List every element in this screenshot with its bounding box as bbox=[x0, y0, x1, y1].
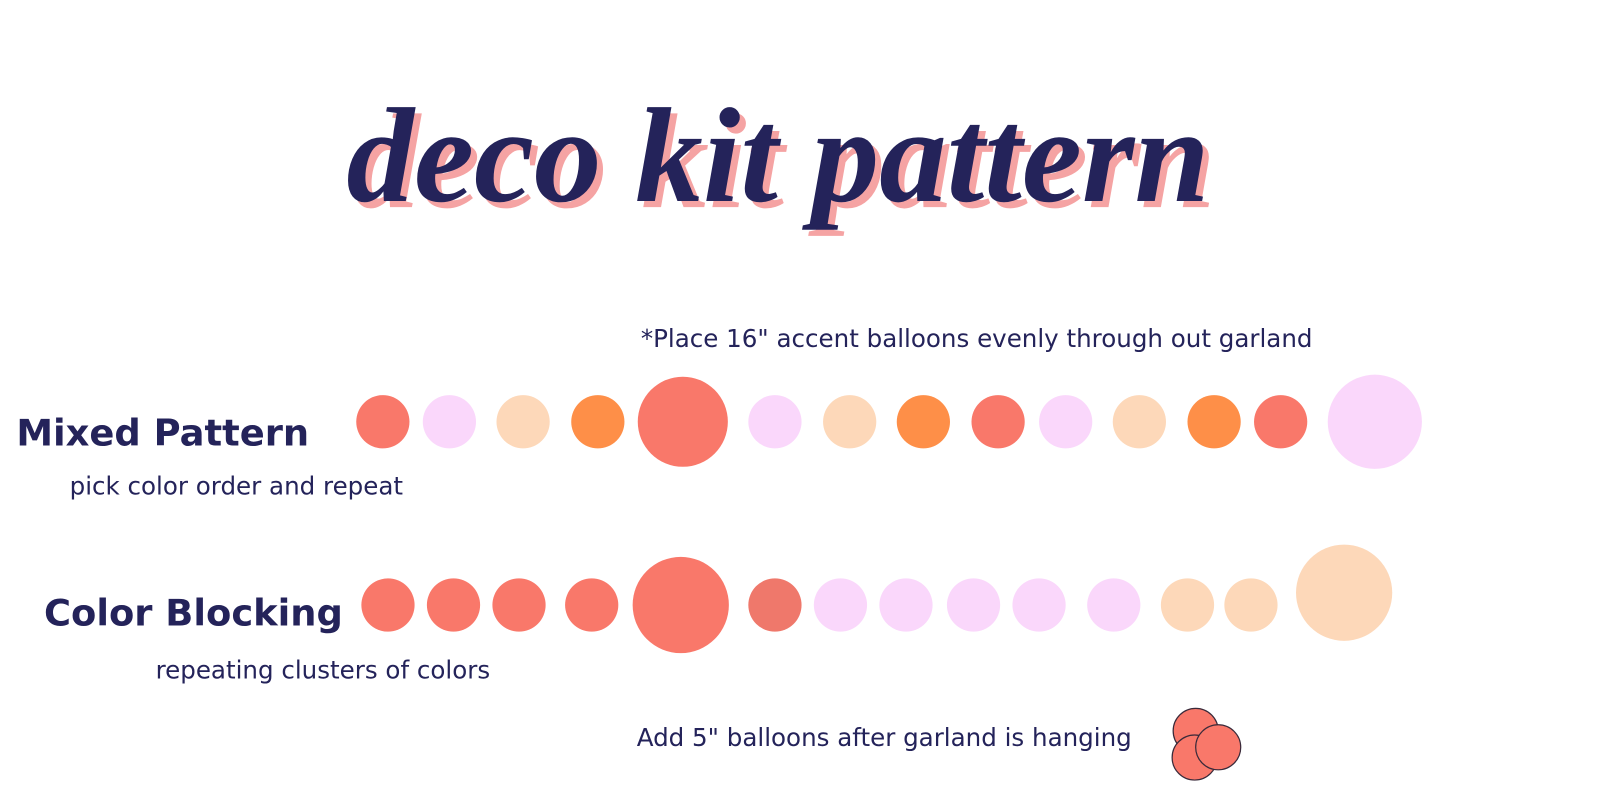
balloon bbox=[1112, 395, 1166, 449]
balloon bbox=[571, 395, 625, 449]
balloon bbox=[896, 395, 950, 449]
balloon-cluster bbox=[1171, 707, 1242, 781]
balloon bbox=[1296, 544, 1393, 641]
balloon bbox=[1224, 578, 1278, 632]
balloon bbox=[361, 578, 415, 632]
balloon bbox=[637, 376, 728, 467]
balloon bbox=[1195, 724, 1242, 771]
balloon bbox=[1187, 395, 1241, 449]
balloon bbox=[565, 578, 619, 632]
content: deco kit pattern deco kit pattern *Place… bbox=[16, 82, 1422, 781]
pattern-description: pick color order and repeat bbox=[70, 471, 404, 500]
pattern-label: Mixed Pattern bbox=[16, 412, 309, 455]
balloon bbox=[1087, 578, 1141, 632]
balloon bbox=[748, 395, 802, 449]
pattern-label: Color Blocking bbox=[44, 592, 343, 635]
title: deco kit pattern bbox=[346, 82, 1209, 231]
balloon bbox=[748, 578, 802, 632]
balloon bbox=[426, 578, 481, 632]
balloon bbox=[356, 395, 410, 449]
balloon bbox=[1160, 578, 1215, 632]
balloon bbox=[971, 395, 1025, 449]
pattern-description: repeating clusters of colors bbox=[156, 656, 491, 685]
balloon bbox=[1254, 395, 1308, 449]
balloon bbox=[492, 578, 546, 632]
balloon bbox=[496, 395, 550, 449]
footer-note: Add 5" balloons after garland is hanging bbox=[637, 723, 1132, 752]
balloon bbox=[879, 578, 933, 632]
balloon bbox=[632, 556, 729, 654]
balloon bbox=[1039, 395, 1093, 449]
accent-note: *Place 16" accent balloons evenly throug… bbox=[641, 324, 1313, 353]
balloon bbox=[422, 395, 477, 449]
balloon bbox=[1012, 578, 1066, 632]
balloon bbox=[823, 395, 877, 449]
balloon bbox=[813, 578, 868, 632]
title-shadow: deco kit pattern bbox=[353, 88, 1216, 237]
balloon bbox=[1327, 374, 1422, 469]
balloon bbox=[946, 578, 1001, 632]
balloons bbox=[356, 374, 1422, 654]
